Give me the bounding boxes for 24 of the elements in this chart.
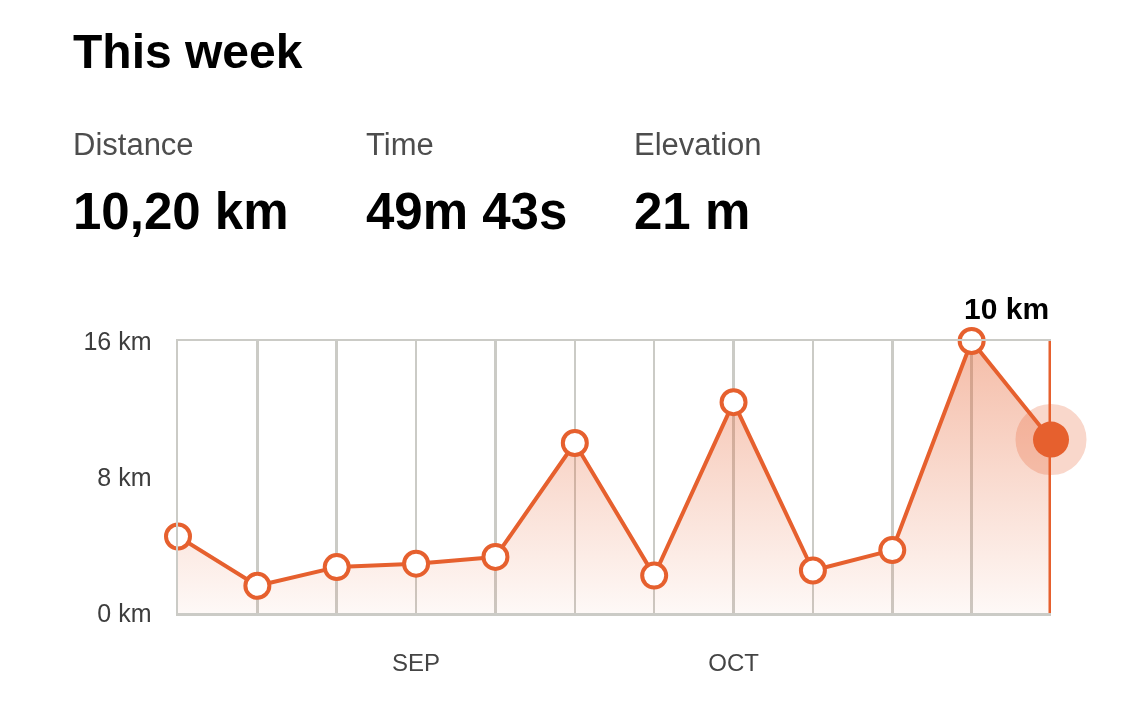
x-tick-label: SEP bbox=[392, 649, 441, 677]
text: 49m 43s bbox=[366, 183, 568, 240]
point bbox=[957, 327, 986, 355]
chart-title: This week bbox=[73, 25, 303, 78]
point bbox=[719, 388, 748, 417]
point bbox=[322, 553, 351, 582]
y-tick-label: 8 km bbox=[97, 462, 152, 491]
point bbox=[164, 522, 192, 551]
point bbox=[402, 549, 431, 578]
text: 10 km bbox=[964, 292, 1050, 325]
point bbox=[640, 561, 669, 590]
x-tick-label: OCT bbox=[708, 649, 760, 677]
y-tick-label: 16 km bbox=[83, 326, 152, 355]
point bbox=[560, 429, 589, 457]
point bbox=[243, 571, 272, 600]
text: Distance bbox=[73, 127, 194, 162]
point bbox=[798, 556, 827, 585]
text: Elevation bbox=[634, 127, 762, 162]
text: Time bbox=[366, 127, 434, 162]
point bbox=[481, 542, 510, 571]
text: 10,20 km bbox=[73, 183, 289, 240]
text: 21 m bbox=[634, 183, 751, 240]
y-tick-label: 0 km bbox=[97, 598, 152, 627]
point bbox=[878, 536, 907, 565]
